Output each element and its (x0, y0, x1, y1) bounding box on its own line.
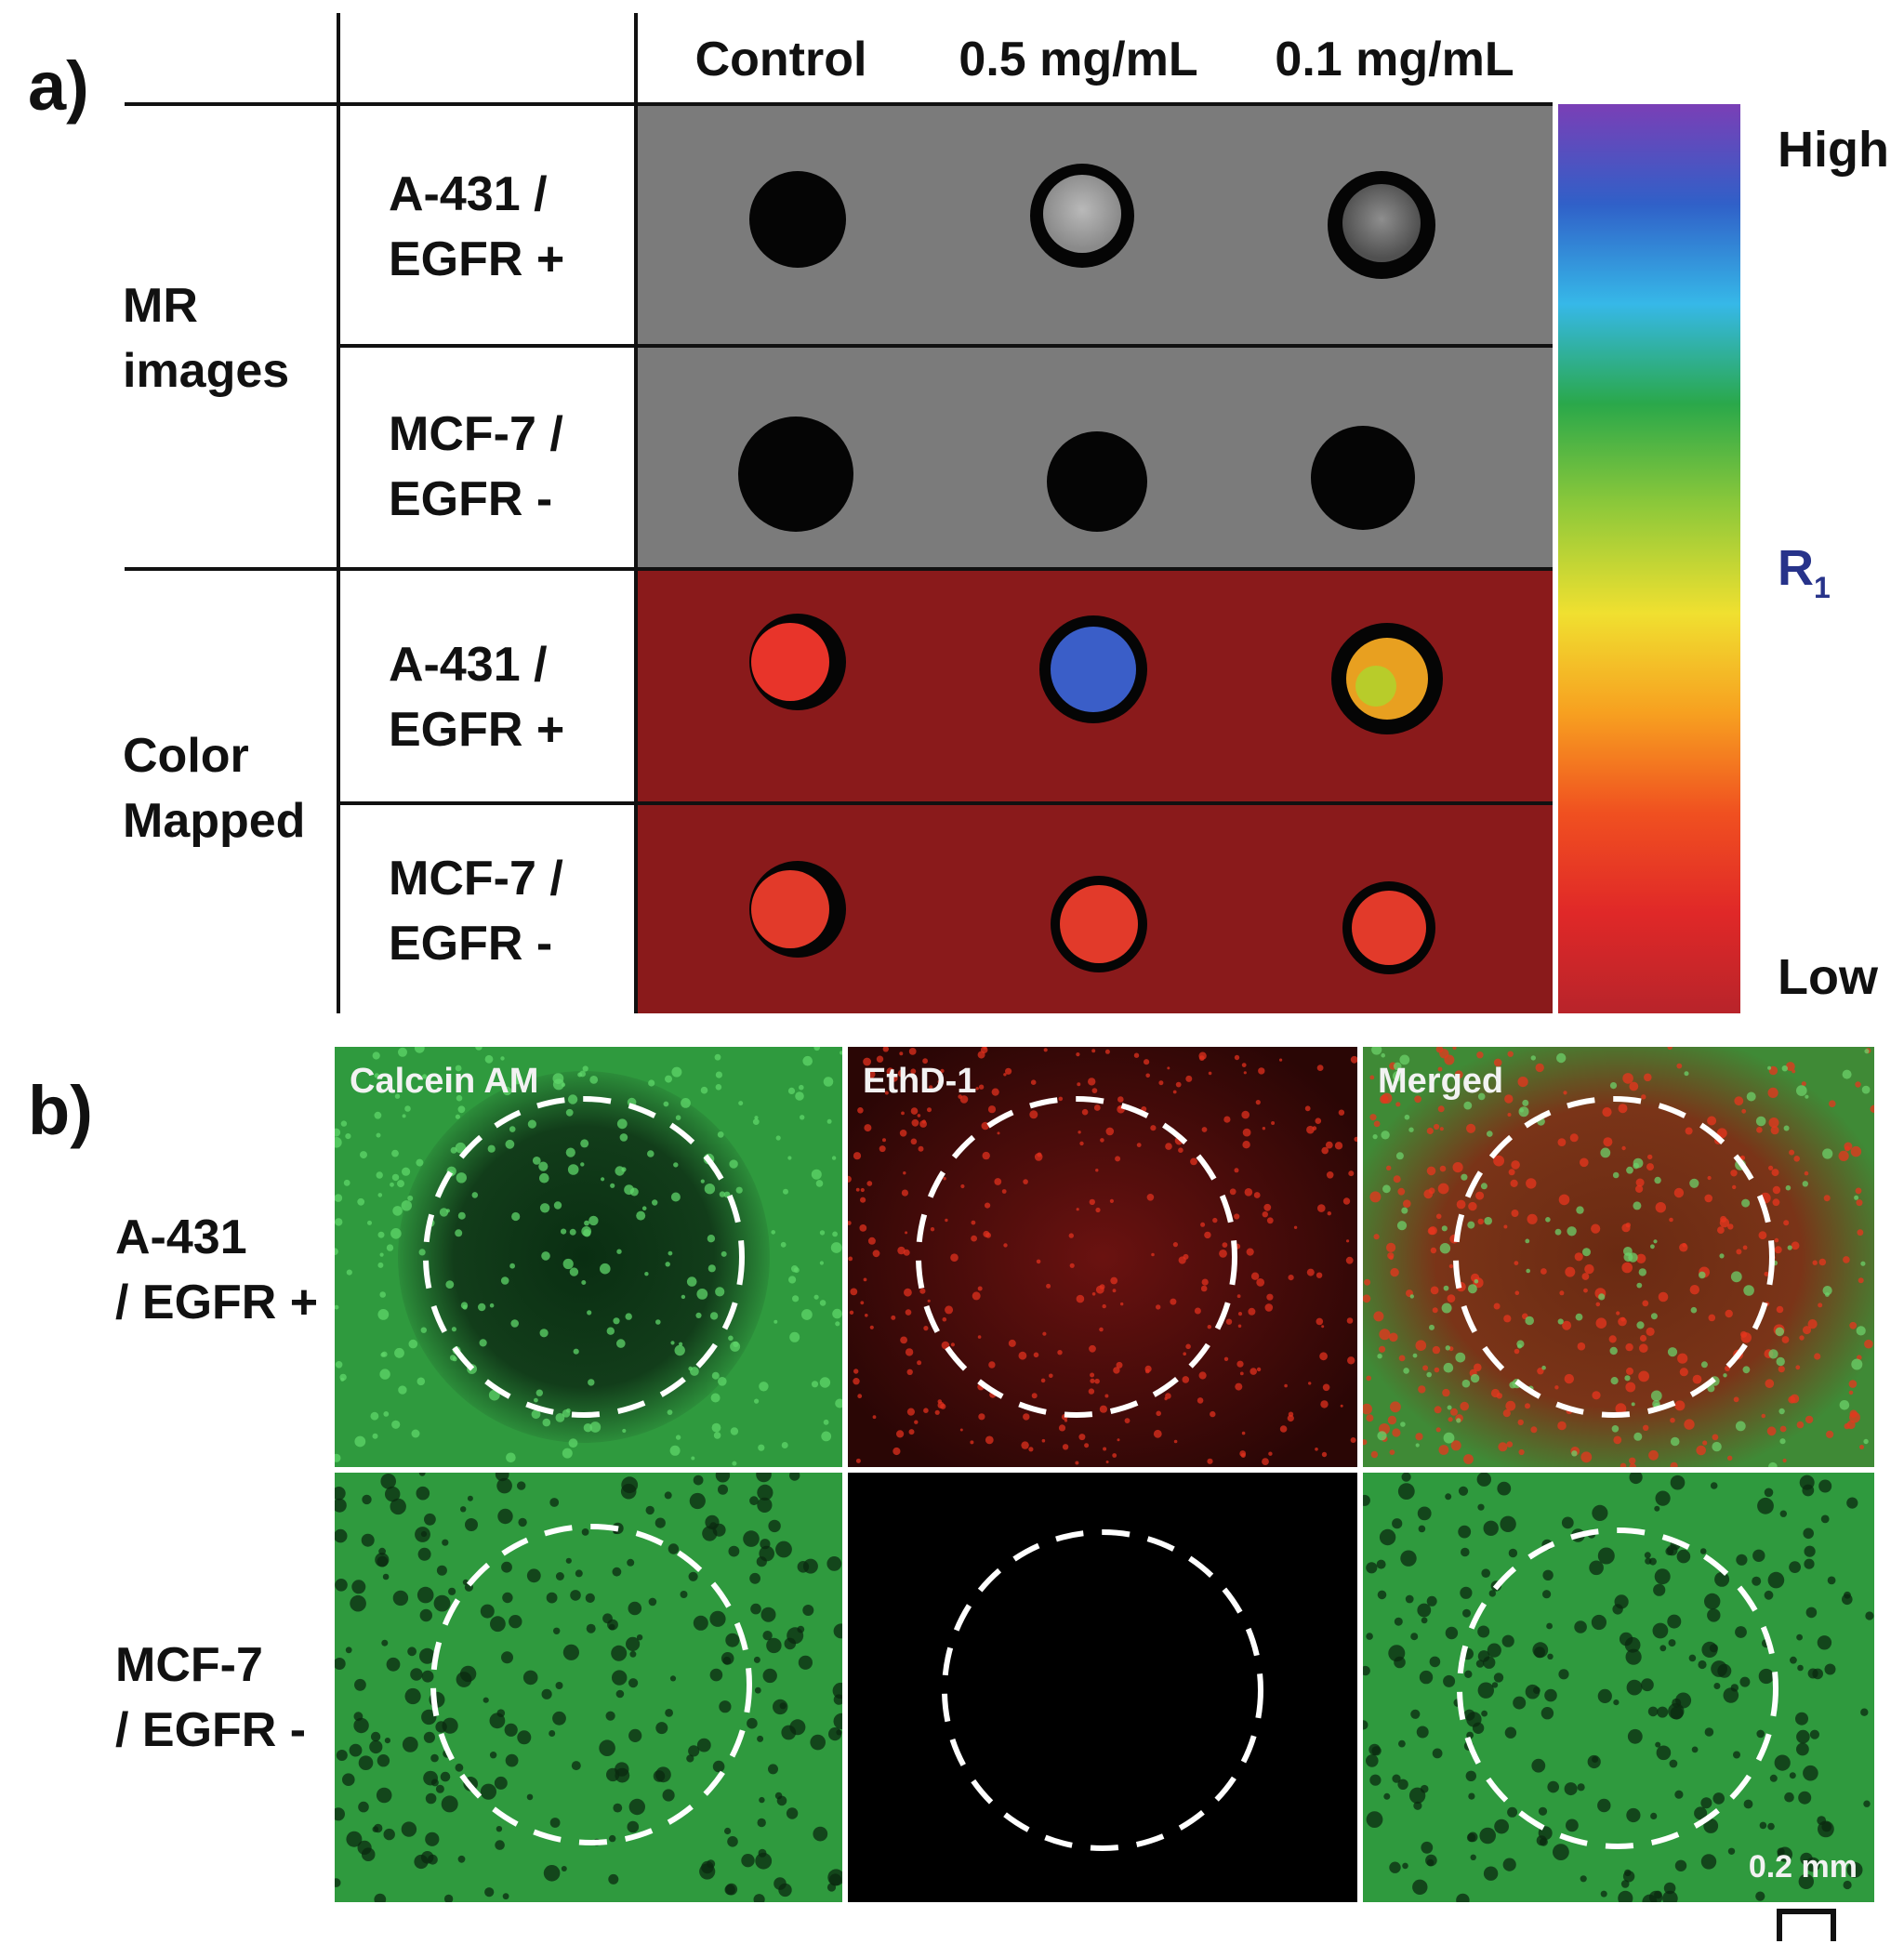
table-group-rule (125, 567, 1553, 571)
panel-b-letter: b) (28, 1072, 93, 1149)
row-label-line: A-431 (115, 1210, 247, 1264)
row-label-line: MCF-7 / (389, 852, 563, 906)
group-label-line: images (123, 344, 290, 398)
cm-spot-0-5 (1060, 885, 1138, 963)
channel-label-calcein: Calcein AM (350, 1062, 539, 1101)
table-row-rule-1 (337, 344, 1553, 348)
panel-a-letter: a) (28, 47, 89, 125)
fluo-mcf7-merged: 0.2 mm (1363, 1473, 1874, 1902)
table-header-rule (125, 102, 1553, 106)
colorbar-low-label: Low (1778, 949, 1878, 1005)
column-header-control: Control (694, 33, 867, 86)
mr-spot-control (738, 417, 853, 532)
mr-spot-0-5 (1047, 431, 1147, 532)
mr-row-a431 (638, 106, 1553, 344)
mr-spot-0-1 (1311, 426, 1415, 530)
cm-spot-control (751, 870, 829, 948)
row-label-line: EGFR - (389, 472, 553, 526)
fluo-a431-merged: Merged (1363, 1047, 1874, 1467)
row-label-line: / EGFR - (115, 1703, 307, 1757)
column-header-0-5: 0.5 mg/mL (959, 33, 1198, 86)
row-label-line: A-431 / (389, 167, 548, 221)
row-label-line: / EGFR + (115, 1276, 319, 1329)
row-label-cm-mcf7: MCF-7 / EGFR - (389, 846, 563, 976)
fluo-mcf7-ethd1 (848, 1473, 1357, 1902)
r1-colorbar (1558, 104, 1740, 1013)
dashed-circle (916, 1096, 1237, 1418)
dashed-circle (423, 1096, 745, 1418)
dashed-circle (430, 1524, 752, 1845)
row-label-cm-a431: A-431 / EGFR + (389, 632, 564, 762)
table-row-rule-2 (337, 801, 1553, 805)
table-divider-1 (337, 13, 340, 1013)
group-label-mr-images: MR images (123, 273, 289, 403)
channel-label-merged: Merged (1378, 1062, 1504, 1101)
fluo-image (335, 1047, 842, 1467)
cm-row-mcf7 (638, 805, 1553, 1013)
mr-spot-0-1 (1342, 184, 1421, 262)
cm-row-mcf7-image (749, 861, 1435, 974)
colorbar-param: R (1778, 540, 1814, 596)
mr-row-mcf7 (638, 348, 1553, 567)
fluo-image (1363, 1047, 1874, 1467)
row-label-mr-a431: A-431 / EGFR + (389, 162, 564, 292)
fluo-mcf7-calcein (335, 1473, 842, 1902)
mr-spot-control (749, 171, 846, 268)
group-label-line: Mapped (123, 794, 306, 848)
row-label-mr-mcf7: MCF-7 / EGFR - (389, 402, 563, 532)
fluo-image (848, 1047, 1357, 1467)
panel-b-row-label-mcf7: MCF-7 / EGFR - (115, 1633, 306, 1763)
mr-row-mcf7-image (738, 417, 1415, 532)
dashed-circle (942, 1529, 1263, 1851)
cm-row-a431-image (749, 614, 1443, 734)
fluo-a431-calcein: Calcein AM (335, 1047, 842, 1467)
mr-spot-0-5 (1043, 175, 1121, 253)
column-header-0-1: 0.1 mg/mL (1275, 33, 1514, 86)
mr-row-a431-image (749, 164, 1435, 279)
colorbar-param-subscript: 1 (1814, 571, 1831, 604)
group-label-color-mapped: Color Mapped (123, 723, 305, 853)
row-label-line: EGFR - (389, 917, 553, 971)
cm-spot-control (751, 623, 829, 701)
cm-spot-0-1 (1352, 891, 1426, 965)
colorbar-high-label: High (1778, 122, 1889, 178)
colorbar-param-label: R1 (1778, 540, 1831, 602)
fluo-image (1363, 1473, 1874, 1902)
row-label-line: A-431 / (389, 638, 548, 692)
group-label-line: Color (123, 729, 249, 783)
group-label-line: MR (123, 279, 198, 333)
row-label-line: MCF-7 (115, 1638, 263, 1692)
row-label-line: MCF-7 / (389, 407, 563, 461)
dashed-circle (1457, 1527, 1778, 1849)
panel-b-row-label-a431: A-431 / EGFR + (115, 1205, 318, 1335)
fluo-a431-ethd1: EthD-1 (848, 1047, 1357, 1467)
cm-spot-0-1-center (1355, 666, 1396, 707)
fluo-image (848, 1473, 1357, 1902)
cm-spot-0-5 (1051, 627, 1136, 712)
scale-bar-label: 0.2 mm (1748, 1849, 1858, 1884)
scale-bar (1777, 1909, 1836, 1941)
table-divider-2 (634, 13, 638, 1013)
row-label-line: EGFR + (389, 232, 565, 286)
fluo-image (335, 1473, 842, 1902)
dashed-circle (1453, 1096, 1775, 1418)
channel-label-ethd1: EthD-1 (863, 1062, 977, 1101)
cm-row-a431 (638, 571, 1553, 801)
row-label-line: EGFR + (389, 703, 565, 757)
